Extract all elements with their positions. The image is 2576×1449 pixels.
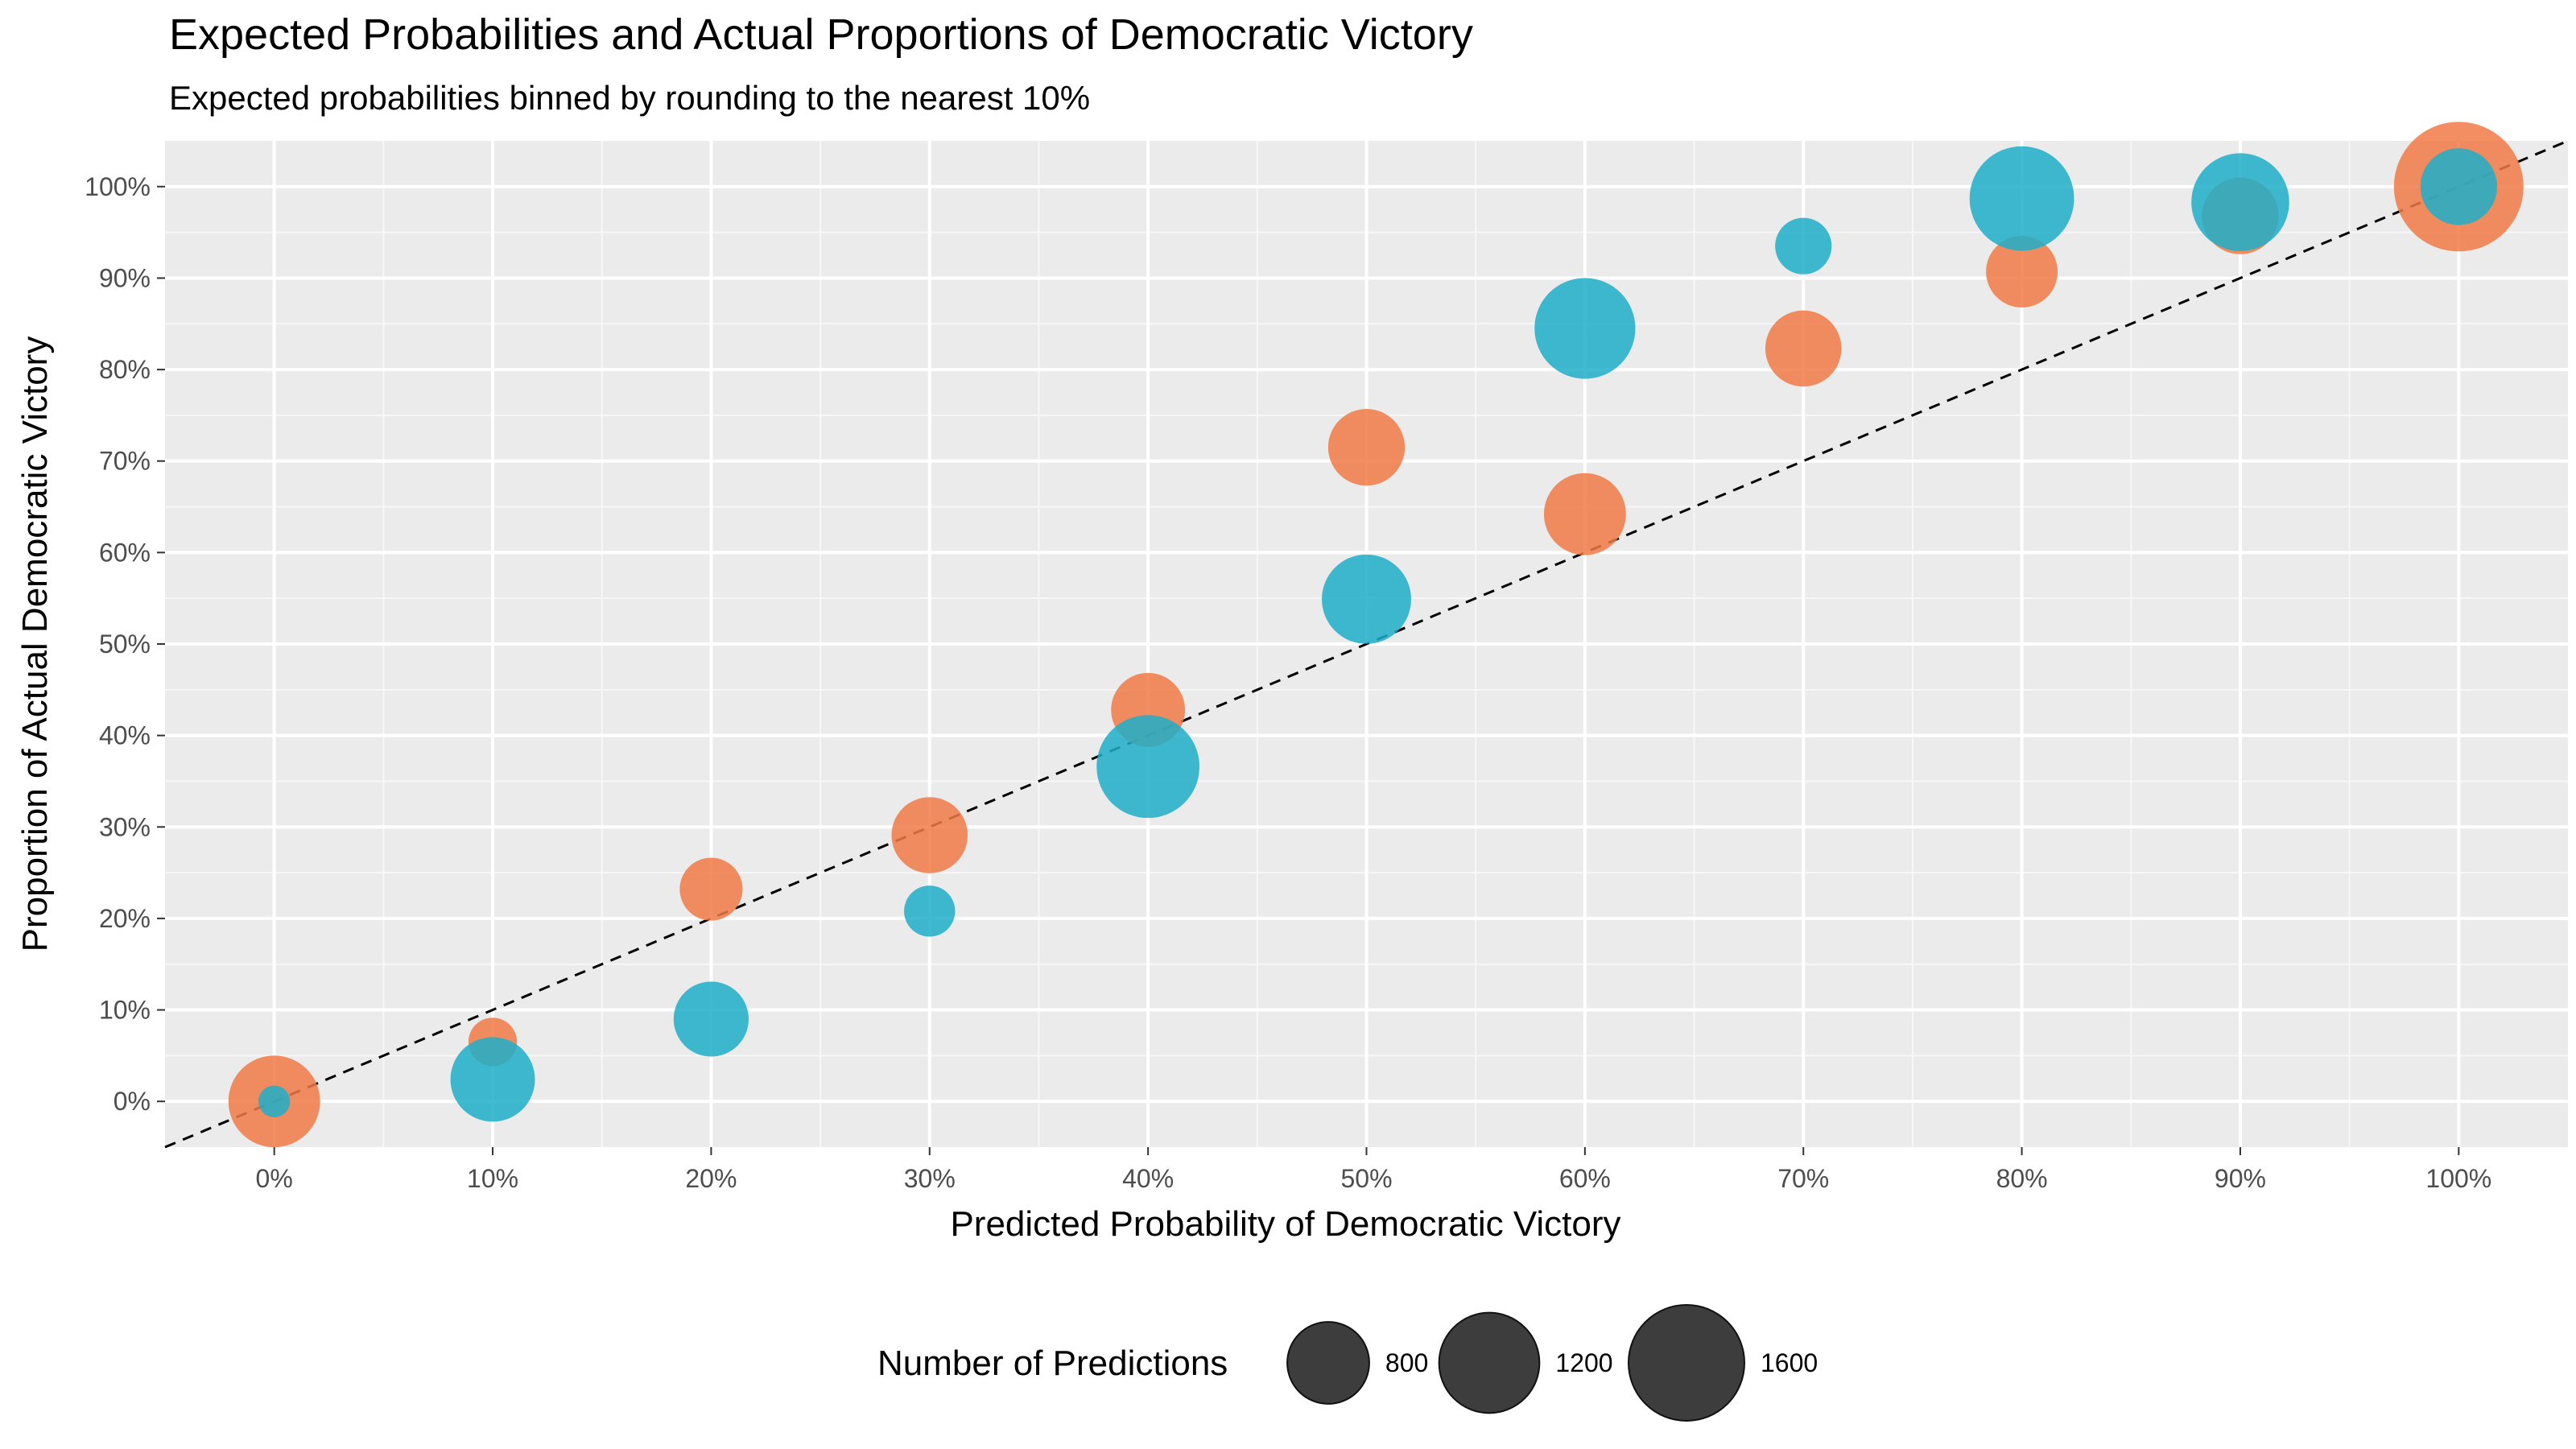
- x-axis-title: Predicted Probability of Democratic Vict…: [950, 1204, 1620, 1244]
- y-tick-label: 40%: [99, 721, 151, 750]
- legend-key-1600: [1628, 1304, 1745, 1422]
- x-tick-label: 10%: [467, 1164, 518, 1193]
- x-tick-label: 50%: [1340, 1164, 1392, 1193]
- x-tick-label: 100%: [2425, 1164, 2491, 1193]
- data-point-series-1: [1543, 473, 1626, 555]
- legend-label-1200: 1200: [1555, 1348, 1612, 1377]
- y-tick-label: 20%: [99, 904, 151, 933]
- y-tick-label: 100%: [85, 172, 151, 201]
- y-tick-label: 30%: [99, 812, 151, 841]
- data-point-series-2: [2191, 153, 2289, 251]
- major-gridlines: [165, 141, 2568, 1147]
- data-point-series-2: [1534, 278, 1636, 379]
- data-point-series-2: [450, 1037, 535, 1122]
- x-tick-label: 40%: [1122, 1164, 1174, 1193]
- y-tick-label: 50%: [99, 630, 151, 658]
- x-tick-label: 20%: [685, 1164, 737, 1193]
- data-point-series-1: [1986, 236, 2058, 308]
- x-tick-label: 60%: [1559, 1164, 1611, 1193]
- data-point-series-2: [2420, 148, 2497, 225]
- data-point-series-2: [1322, 554, 1411, 644]
- y-tick-label: 60%: [99, 538, 151, 567]
- legend-label-800: 800: [1385, 1348, 1428, 1377]
- data-point-series-1: [679, 857, 743, 921]
- data-point-series-2: [258, 1085, 291, 1117]
- data-point-series-2: [904, 886, 956, 937]
- x-tick-label: 30%: [904, 1164, 956, 1193]
- x-tick-label: 90%: [2215, 1164, 2266, 1193]
- x-axis-ticks: 0% 10% 20% 30% 40% 50% 60% 70% 80% 90% 100%: [256, 1147, 2491, 1193]
- x-tick-label: 70%: [1777, 1164, 1829, 1193]
- y-tick-label: 10%: [99, 996, 151, 1025]
- reference-line: [164, 139, 2569, 1149]
- y-tick-label: 70%: [99, 447, 151, 476]
- size-legend: Number of Predictions 800 1200 1600: [877, 1304, 1818, 1422]
- x-tick-label: 80%: [1996, 1164, 2048, 1193]
- reference-line-group: [164, 139, 2569, 1149]
- chart-title: Expected Probabilities and Actual Propor…: [169, 10, 1473, 59]
- data-point-series-2: [1969, 146, 2074, 251]
- data-point-series-2: [673, 981, 749, 1057]
- y-axis-ticks: 0% 10% 20% 30% 40% 50% 60% 70% 80% 90% 100%: [85, 172, 165, 1116]
- data-point-series-2: [1775, 217, 1832, 275]
- x-tick-label: 0%: [256, 1164, 293, 1193]
- data-point-series-1: [891, 797, 968, 873]
- data-point-series-1: [1765, 310, 1842, 387]
- data-point-series-1: [1327, 409, 1406, 486]
- y-tick-label: 90%: [99, 263, 151, 292]
- y-tick-label: 80%: [99, 355, 151, 384]
- legend-key-800: [1286, 1321, 1370, 1405]
- legend-label-1600: 1600: [1761, 1348, 1818, 1377]
- y-tick-label: 0%: [114, 1087, 151, 1116]
- data-points: [228, 122, 2524, 1148]
- chart-subtitle: Expected probabilities binned by roundin…: [169, 79, 1091, 117]
- legend-title: Number of Predictions: [877, 1344, 1228, 1383]
- data-point-series-2: [1096, 715, 1200, 819]
- legend-key-1200: [1438, 1311, 1541, 1414]
- y-axis-title: Proportion of Actual Democratic Victory: [15, 336, 55, 952]
